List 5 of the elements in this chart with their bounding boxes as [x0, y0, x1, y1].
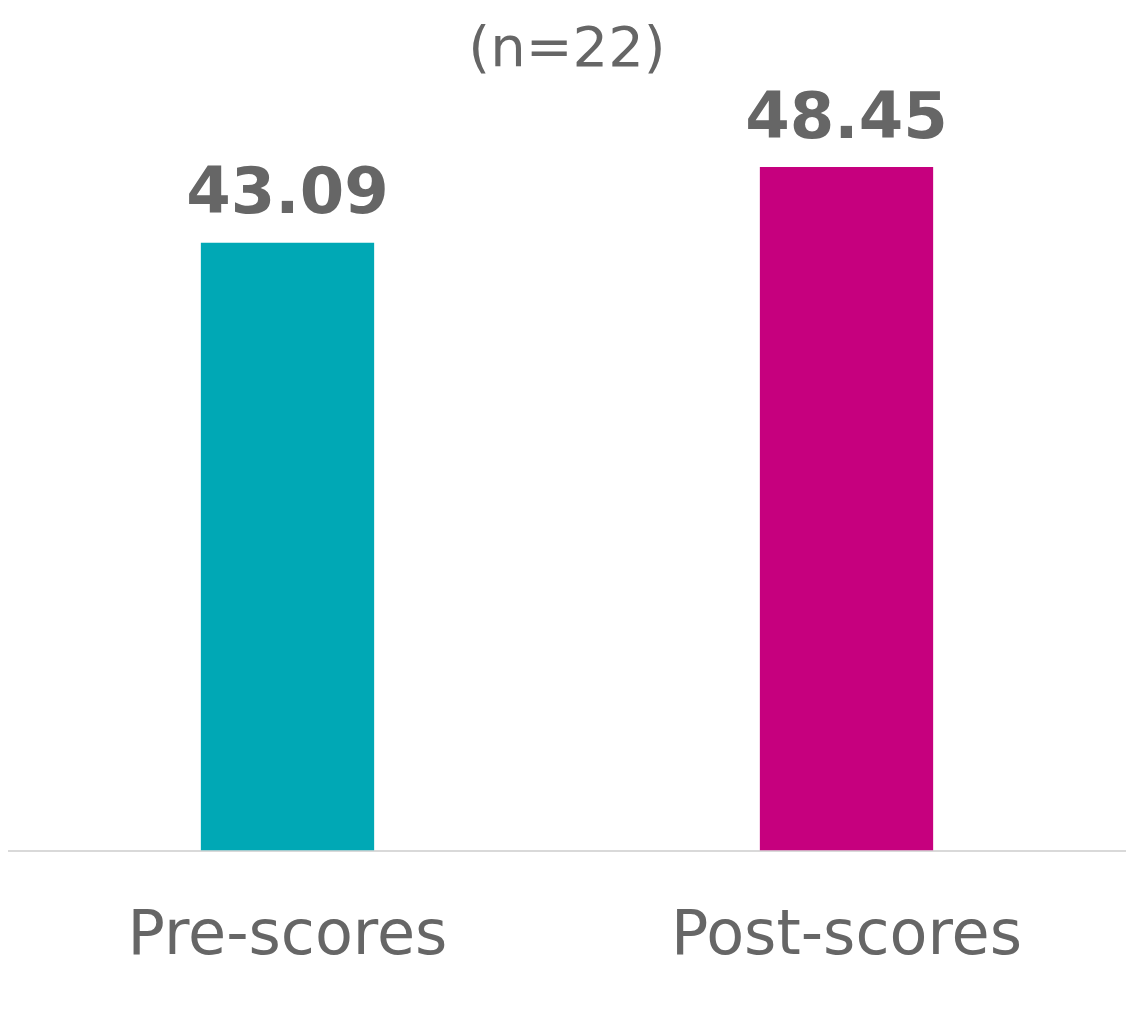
- x-tick-label: Pre-scores: [127, 895, 448, 969]
- chart-title: (n=22): [468, 14, 666, 80]
- data-label: 48.45: [745, 78, 948, 153]
- x-tick-label: Post-scores: [671, 895, 1022, 969]
- data-label: 43.09: [186, 154, 389, 229]
